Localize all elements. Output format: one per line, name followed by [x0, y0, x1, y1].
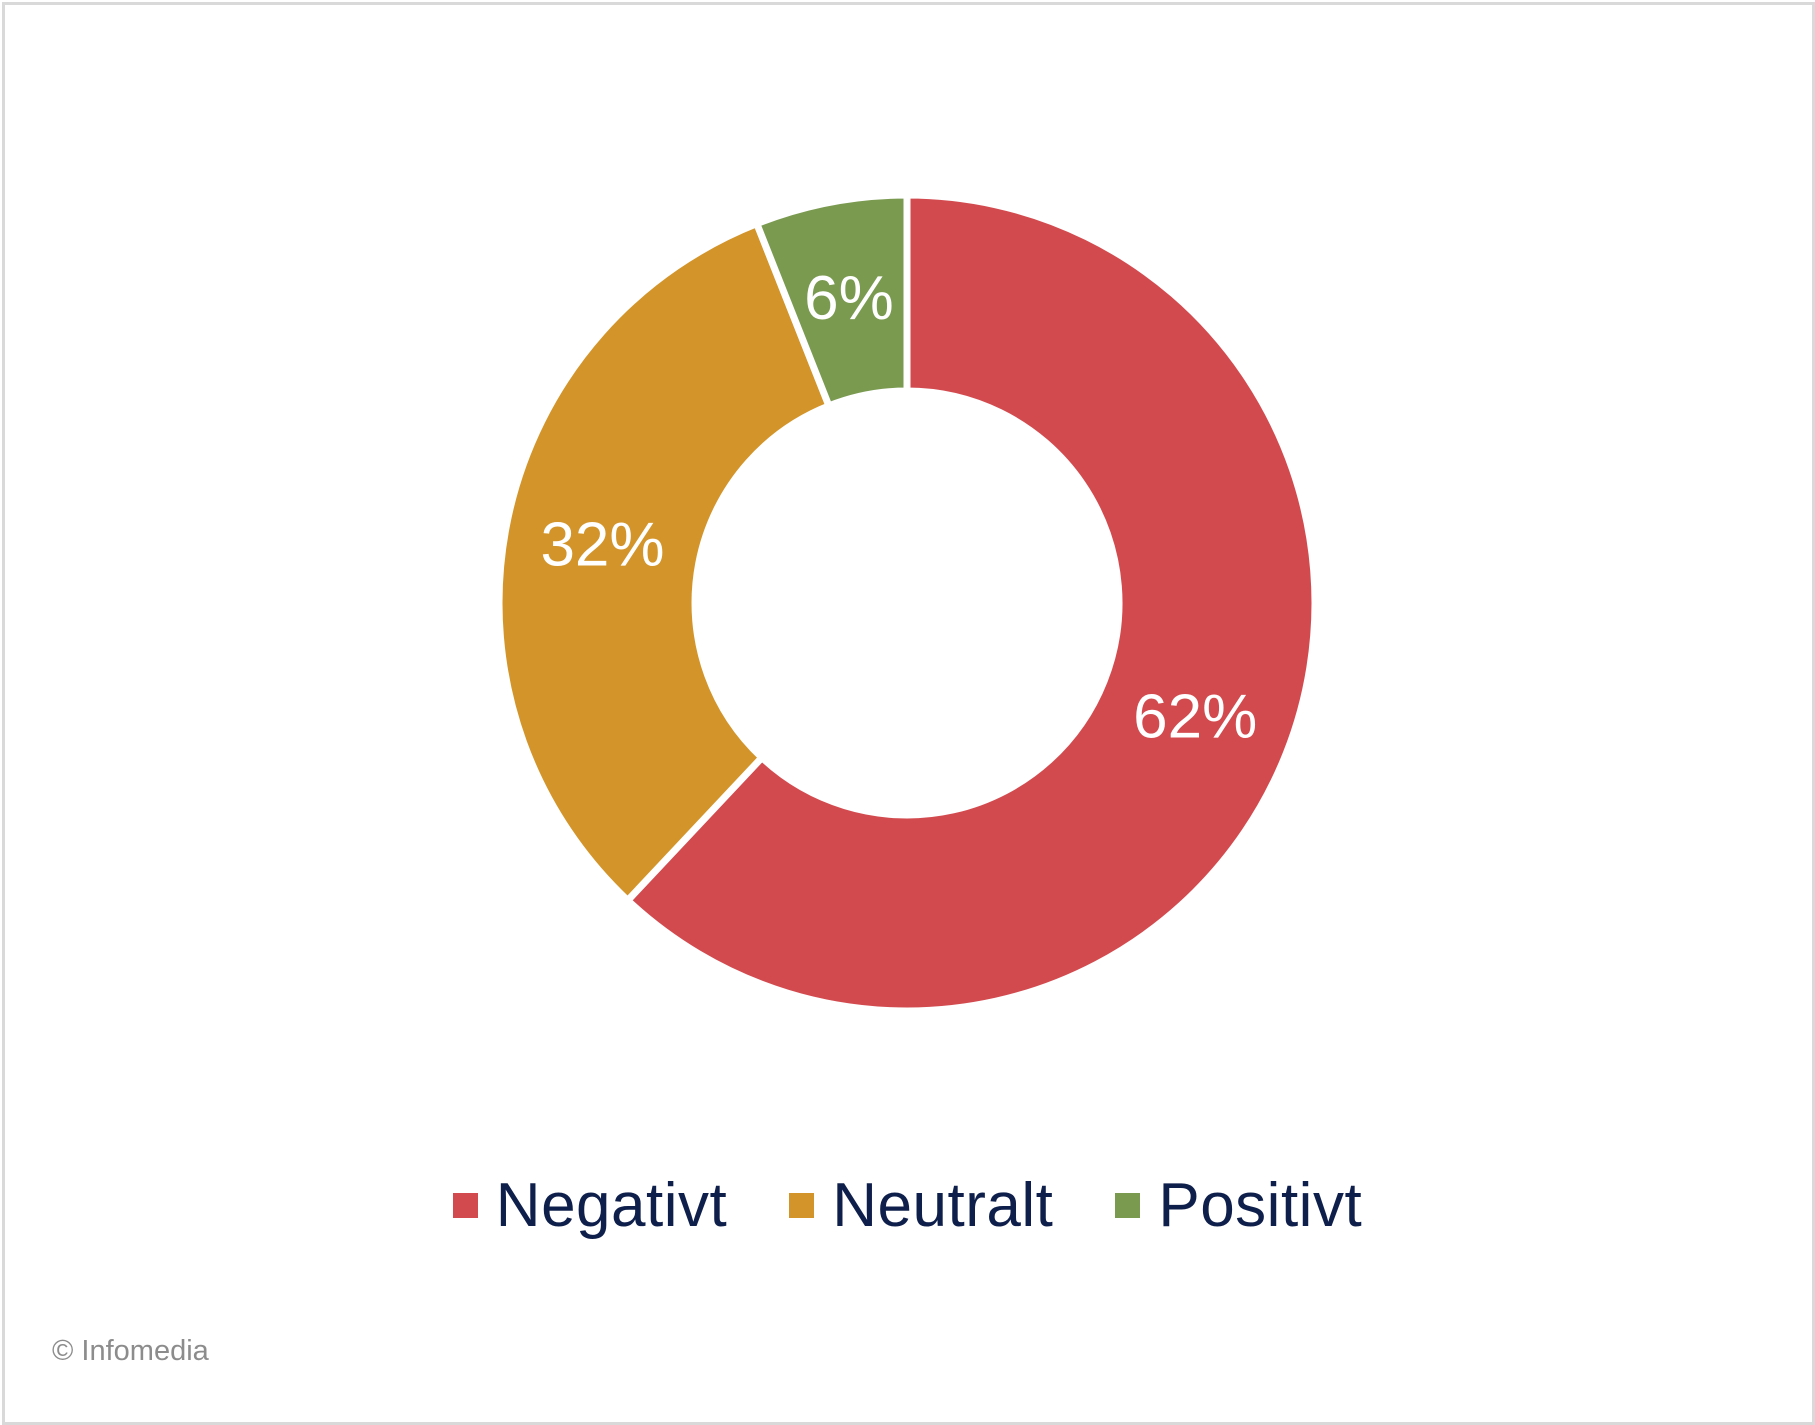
legend-label-neutralt: Neutralt [832, 1170, 1054, 1240]
legend-swatch-positivt [1115, 1192, 1141, 1218]
donut-slices [495, 191, 1319, 1015]
slice-negativt [622, 191, 1319, 1015]
legend-swatch-neutralt [789, 1192, 815, 1218]
legend-item-negativt: Negativt [452, 1170, 728, 1241]
legend-item-positivt: Positivt [1115, 1170, 1362, 1241]
chart-legend: Negativt Neutralt Positivt [0, 1160, 1815, 1250]
legend-swatch-negativt [452, 1192, 478, 1218]
slice-neutralt [495, 219, 834, 906]
legend-label-positivt: Positivt [1158, 1170, 1363, 1240]
copyright-text: © Infomedia [52, 1335, 209, 1367]
data-label-neutralt: 32% [540, 510, 664, 579]
legend-item-neutralt: Neutralt [789, 1170, 1053, 1241]
legend-label-negativt: Negativt [495, 1170, 728, 1240]
data-label-negativt: 62% [1133, 683, 1257, 752]
data-label-positivt: 6% [804, 264, 894, 333]
donut-slice-labels: 62% 32% 6% [540, 264, 1257, 752]
slice-positivt [752, 191, 911, 411]
